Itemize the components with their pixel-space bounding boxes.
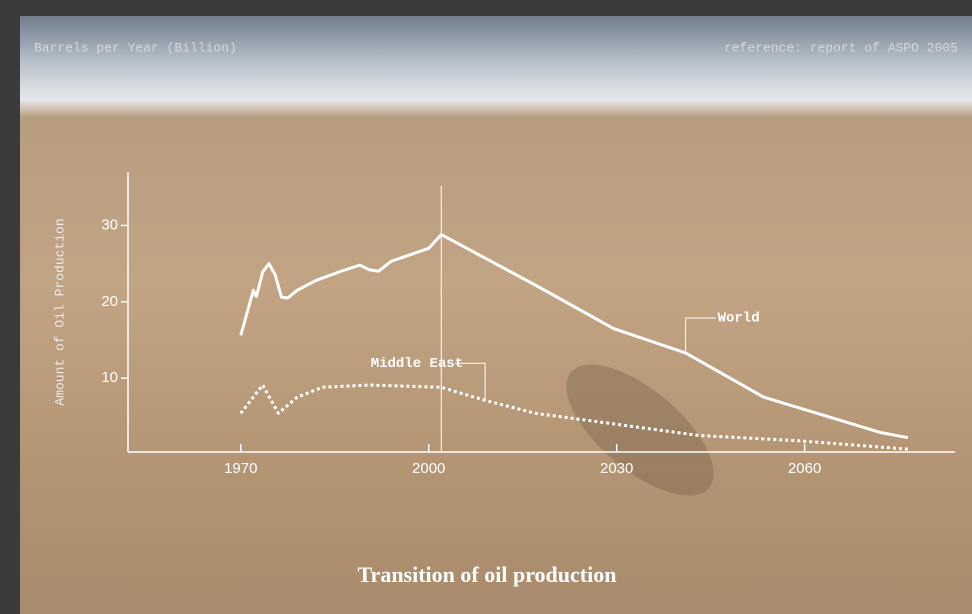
source: reference: report of ASPO 2005 xyxy=(724,40,958,55)
y-tick-label: 10 xyxy=(101,369,118,386)
y-tick-label: 20 xyxy=(101,293,118,310)
background-photo xyxy=(20,16,972,614)
x-tick-label: 2060 xyxy=(788,460,821,477)
subtitle: Barrels per Year (Billion) xyxy=(34,40,237,55)
x-tick-label: 2030 xyxy=(600,460,633,477)
x-tick-label: 2000 xyxy=(412,460,445,477)
chart: Barrels per Year (Billion) reference: re… xyxy=(0,0,972,614)
y-axis-label: Amount of Oil Production xyxy=(52,218,67,405)
series-label: Middle East xyxy=(371,356,463,372)
page: {"chart_data": {"type": "line", "title":… xyxy=(0,0,972,614)
series-label: World xyxy=(718,311,760,327)
x-tick-label: 1970 xyxy=(224,460,257,477)
y-tick-label: 30 xyxy=(101,216,118,233)
chart-title: Transition of oil production xyxy=(358,562,617,587)
